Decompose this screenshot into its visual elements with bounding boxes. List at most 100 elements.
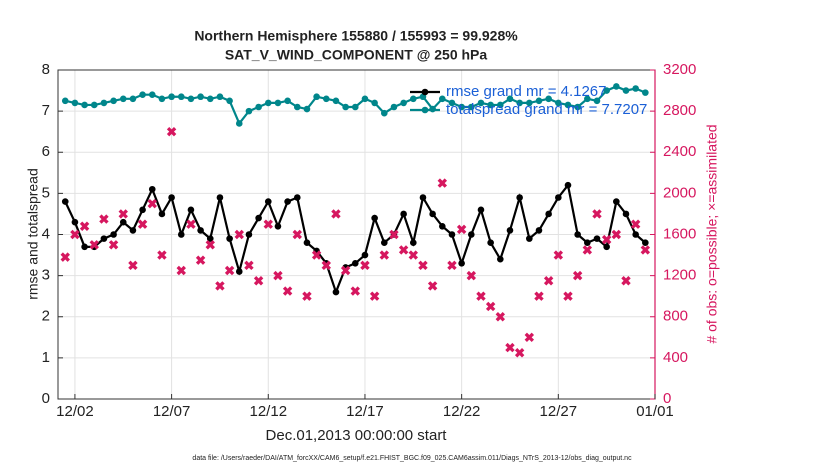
series-marker <box>439 95 446 103</box>
series-marker <box>129 227 137 234</box>
obs-marker <box>476 291 486 301</box>
legend-label: rmse grand mr = 4.1267 <box>446 83 607 100</box>
obs-marker <box>302 291 312 301</box>
obs-marker <box>99 214 109 224</box>
series-marker <box>642 239 649 247</box>
obs-marker <box>147 198 157 209</box>
obs-marker <box>563 291 573 301</box>
series-marker <box>110 97 117 105</box>
obs-marker <box>215 281 225 291</box>
series-marker <box>555 194 562 201</box>
obs-marker <box>534 291 544 301</box>
series-marker <box>584 239 591 247</box>
legend-marker <box>421 106 429 114</box>
y-tick-label: 2 <box>42 308 50 325</box>
series-marker <box>487 101 494 109</box>
series-marker <box>516 99 523 107</box>
series-marker <box>284 198 291 205</box>
x-tick-label: 12/17 <box>346 403 384 420</box>
series-marker <box>168 93 175 101</box>
obs-marker <box>350 286 361 296</box>
series-marker <box>206 235 214 242</box>
y-tick-label: 1 <box>42 349 50 366</box>
series-marker <box>284 97 291 105</box>
series-marker <box>545 210 552 218</box>
obs-marker <box>427 281 438 291</box>
series-marker <box>81 101 88 109</box>
series-marker <box>226 97 233 105</box>
x-tick-label: 12/12 <box>250 403 288 420</box>
obs-marker <box>331 209 341 219</box>
series-marker <box>90 101 98 109</box>
obs-marker <box>244 260 254 271</box>
obs-marker <box>601 234 612 245</box>
obs-marker <box>224 265 235 276</box>
x-tick-label: 12/27 <box>540 403 578 420</box>
obs-marker <box>630 219 641 229</box>
obs-marker <box>543 276 554 286</box>
series-marker <box>342 103 349 111</box>
series-marker <box>100 235 108 242</box>
x-tick-label: 12/07 <box>153 403 191 420</box>
obs-marker <box>321 260 332 271</box>
series-marker <box>458 103 465 111</box>
series-marker <box>71 218 79 226</box>
y-tick-label: 7 <box>42 102 50 119</box>
x-axis-label: Dec.01,2013 00:00:00 start <box>266 427 448 444</box>
series-marker <box>206 95 214 103</box>
obs-marker <box>447 260 457 271</box>
series-marker <box>439 222 446 230</box>
obs-marker <box>582 245 593 255</box>
obs-marker <box>640 245 651 255</box>
series-marker <box>71 99 79 107</box>
series-marker <box>158 95 166 103</box>
y2-tick-label: 0 <box>663 390 671 407</box>
series-marker <box>497 255 504 263</box>
series-marker <box>216 93 224 101</box>
y-axis-label: rmse and totalspread <box>25 168 41 300</box>
series-marker <box>390 103 398 111</box>
obs-marker <box>408 250 419 260</box>
y-tick-label: 0 <box>42 390 50 407</box>
y2-tick-label: 2000 <box>663 184 696 201</box>
series-marker <box>81 243 88 251</box>
obs-marker <box>621 276 631 286</box>
series-marker <box>313 93 320 101</box>
series-marker <box>642 89 649 96</box>
series-marker <box>584 95 591 103</box>
series-marker <box>564 181 572 189</box>
series-marker <box>468 231 475 238</box>
y2-tick-label: 1200 <box>663 267 696 284</box>
y2-tick-label: 400 <box>663 349 688 366</box>
y2-tick-label: 800 <box>663 308 688 325</box>
series-marker <box>264 99 272 107</box>
series-marker <box>119 218 127 226</box>
obs-marker <box>282 286 293 296</box>
series-marker <box>148 91 156 98</box>
obs-marker <box>611 229 622 240</box>
series-marker <box>264 198 272 205</box>
series-marker <box>613 198 620 205</box>
series-marker <box>361 251 369 259</box>
series-marker <box>468 103 475 111</box>
obs-marker <box>166 126 177 137</box>
footnote: data file: /Users/raeder/DAI/ATM_forcXX/… <box>192 455 632 462</box>
obs-marker <box>514 348 525 358</box>
y-tick-label: 5 <box>42 184 50 201</box>
y-tick-label: 6 <box>42 143 50 160</box>
obs-marker <box>157 250 167 260</box>
series-marker <box>516 194 523 201</box>
series-marker <box>409 239 417 247</box>
obs-marker <box>273 270 283 281</box>
obs-marker <box>70 229 80 240</box>
series-marker <box>187 206 195 214</box>
series-marker <box>448 99 456 107</box>
series-marker <box>129 95 137 103</box>
series-marker <box>332 97 340 105</box>
series-marker <box>274 222 282 230</box>
series-marker <box>361 95 369 103</box>
obs-marker <box>137 219 148 229</box>
obs-marker <box>60 252 70 262</box>
y-tick-label: 4 <box>42 225 50 242</box>
series-marker <box>139 206 146 214</box>
